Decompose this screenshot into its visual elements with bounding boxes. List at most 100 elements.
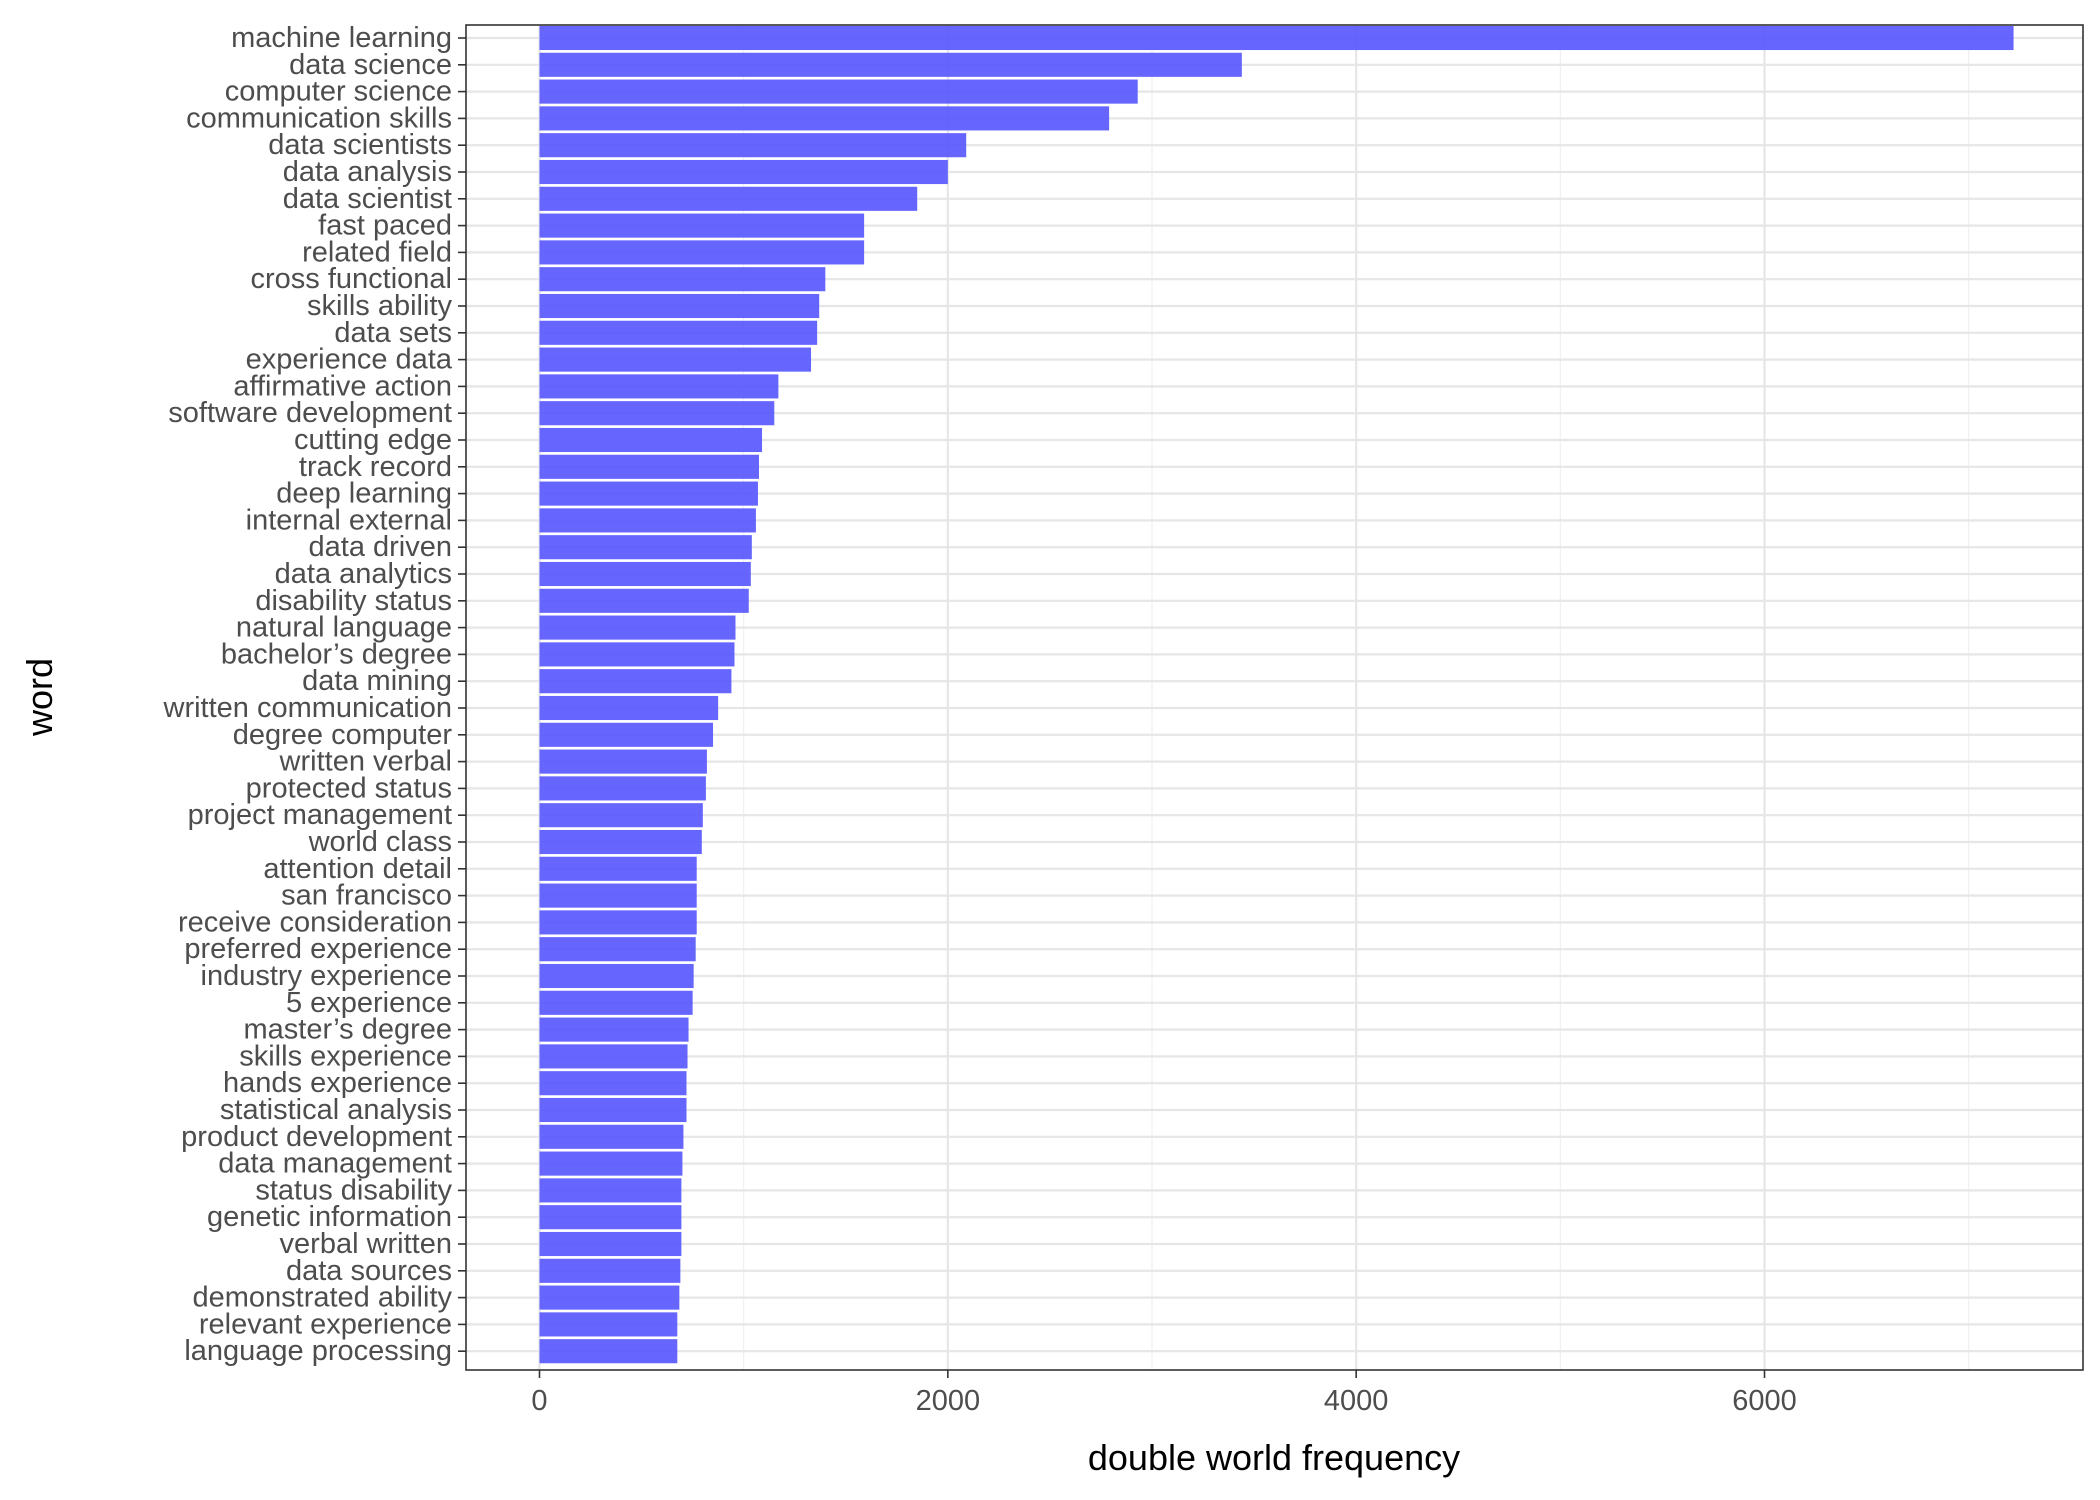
y-tick-label: san francisco <box>281 880 452 912</box>
y-tick-label: demonstrated ability <box>192 1282 452 1314</box>
y-tick-label: data mining <box>302 665 452 697</box>
y-tick-label: protected status <box>246 772 452 804</box>
y-tick-label: deep learning <box>276 478 452 510</box>
bar-written-communication <box>539 695 719 721</box>
y-tick-label: bachelor’s degree <box>221 638 452 670</box>
bar-data-analysis <box>539 159 948 185</box>
bar-master-s-degree <box>539 1017 689 1042</box>
bar-machine-learning <box>539 25 2014 51</box>
bar-data-scientists <box>539 133 967 158</box>
bar-data-sets <box>539 320 818 345</box>
y-tick-label: skills experience <box>239 1040 452 1072</box>
y-tick-label: internal external <box>246 504 452 536</box>
bar-bachelor-s-degree <box>539 642 735 667</box>
y-tick-label: cutting edge <box>294 424 452 456</box>
y-tick-label: attention detail <box>263 853 452 885</box>
bar-disability-status <box>539 588 749 613</box>
bar-data-mining <box>539 669 732 694</box>
bar-industry-experience <box>539 963 694 989</box>
y-tick-label: master’s degree <box>244 1014 452 1046</box>
bar-language-processing <box>539 1339 678 1364</box>
bar-cross-functional <box>539 267 826 292</box>
y-tick-label: preferred experience <box>184 933 452 965</box>
y-tick-label: natural language <box>236 612 452 644</box>
x-tick-label: 2000 <box>916 1385 981 1417</box>
y-tick-label: hands experience <box>223 1067 452 1099</box>
y-tick-label: industry experience <box>201 960 452 992</box>
bar-data-sources <box>539 1258 681 1283</box>
y-tick-label: computer science <box>225 76 452 108</box>
y-tick-label: data scientist <box>283 183 452 215</box>
plot-border <box>465 24 2084 1371</box>
y-axis-title: word <box>19 658 60 737</box>
y-tick-label: cross functional <box>251 263 453 295</box>
bar-internal-external <box>539 508 756 533</box>
y-tick-label: affirmative action <box>233 370 452 402</box>
y-tick-label: language processing <box>184 1335 452 1367</box>
y-tick-label: status disability <box>255 1174 452 1206</box>
y-tick-label: receive consideration <box>178 906 452 938</box>
y-tick-label: genetic information <box>207 1201 452 1233</box>
y-tick-label: world class <box>308 826 452 858</box>
bar-computer-science <box>539 79 1138 104</box>
bar-cutting-edge <box>539 427 763 453</box>
y-tick-label: fast paced <box>318 210 452 242</box>
y-tick-label: disability status <box>255 585 452 617</box>
bar-attention-detail <box>539 856 697 881</box>
bar-hands-experience <box>539 1071 687 1096</box>
bar-experience-data <box>539 347 812 372</box>
bar-skills-experience <box>539 1044 688 1069</box>
y-tick-label: software development <box>168 397 452 429</box>
y-tick-label: communication skills <box>186 102 452 134</box>
y-tick-label: related field <box>302 236 452 268</box>
y-tick-label: 5 experience <box>286 987 452 1019</box>
y-tick-label: project management <box>188 799 452 831</box>
x-axis: 0 2000 4000 6000 <box>531 1370 1797 1417</box>
y-tick-label: written verbal <box>279 746 452 778</box>
bar-natural-language <box>539 615 736 640</box>
y-tick-label: written communication <box>163 692 453 724</box>
bar-statistical-analysis <box>539 1097 687 1123</box>
y-tick-label: data sets <box>334 317 452 349</box>
bar-data-science <box>539 52 1242 77</box>
y-tick-label: data science <box>289 49 452 81</box>
y-tick-label: data scientists <box>268 129 452 161</box>
bar-product-development <box>539 1124 684 1149</box>
y-tick-label: data sources <box>286 1255 452 1287</box>
bar-software-development <box>539 401 775 426</box>
bar-preferred-experience <box>539 937 696 962</box>
bar-data-analytics <box>539 561 751 587</box>
bar-affirmative-action <box>539 374 779 399</box>
y-tick-label: statistical analysis <box>220 1094 452 1126</box>
bar-related-field <box>539 240 865 265</box>
bar-data-driven <box>539 535 752 560</box>
bar-written-verbal <box>539 749 707 774</box>
y-tick-label: data analytics <box>275 558 452 590</box>
y-tick-label: machine learning <box>231 22 452 54</box>
y-tick-label: product development <box>181 1121 452 1153</box>
bar-verbal-written <box>539 1231 682 1257</box>
bar-project-management <box>539 803 703 828</box>
bar-fast-paced <box>539 213 865 238</box>
bar-communication-skills <box>539 106 1110 131</box>
bar-status-disability <box>539 1178 682 1203</box>
y-tick-label: data management <box>218 1148 452 1180</box>
y-tick-label: verbal written <box>280 1228 452 1260</box>
bar-genetic-information <box>539 1205 682 1230</box>
bar-deep-learning <box>539 481 758 506</box>
bar-data-management <box>539 1151 683 1176</box>
x-tick-label: 0 <box>531 1385 547 1417</box>
bar-relevant-experience <box>539 1312 678 1337</box>
bar-5-experience <box>539 990 693 1015</box>
x-tick-label: 4000 <box>1324 1385 1389 1417</box>
bar-protected-status <box>539 776 706 801</box>
y-tick-label: data analysis <box>283 156 452 188</box>
x-tick-label: 6000 <box>1732 1385 1797 1417</box>
y-tick-label: relevant experience <box>199 1308 452 1340</box>
bar-world-class <box>539 829 702 855</box>
y-tick-label: skills ability <box>307 290 453 322</box>
y-tick-label: degree computer <box>233 719 453 751</box>
bar-data-scientist <box>539 186 918 211</box>
